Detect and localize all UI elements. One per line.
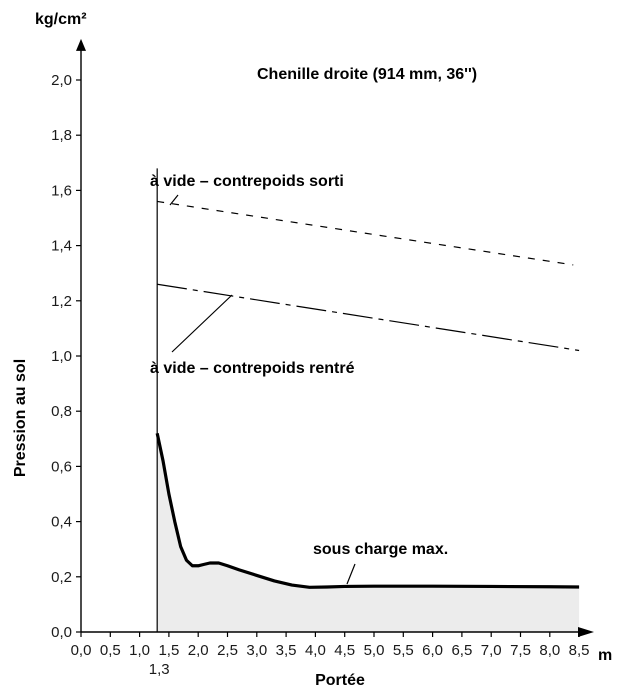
x-tick-label: 2,5 (217, 642, 238, 659)
leader-sous-charge-max (346, 563, 356, 585)
y-tick-label: 2,0 (51, 72, 72, 89)
x-tick-label: 8,0 (539, 642, 560, 659)
x-tick-label: 4,5 (334, 642, 355, 659)
line-sous-charge-max (155, 432, 580, 589)
y-tick-label: 1,4 (51, 238, 72, 255)
x-tick-label: 0,5 (100, 642, 121, 659)
leader-contrepoids-rentre (171, 294, 233, 353)
y-tick-label: 0,2 (51, 569, 72, 586)
label-contrepoids-rentre: à vide – contrepoids rentré (150, 360, 355, 377)
x-tick-label: 4,0 (305, 642, 326, 659)
y-tick-label: 0,4 (51, 514, 72, 531)
x-tick-label: 3,0 (246, 642, 267, 659)
line-contrepoids-sorti (157, 200, 574, 266)
label-contrepoids-sorti: à vide – contrepoids sorti (150, 173, 344, 190)
load-area-fill (157, 433, 580, 632)
label-sous-charge-max: sous charge max. (313, 541, 448, 558)
min-reach-label: 1,3 (149, 661, 170, 678)
chart-title: Chenille droite (914 mm, 36'') (257, 66, 477, 83)
x-axis-title: Portée (315, 672, 365, 689)
y-tick-label: 0,8 (51, 403, 72, 420)
x-tick-label: 2,0 (188, 642, 209, 659)
y-axis-title: Pression au sol (12, 359, 29, 477)
x-tick-label: 7,5 (510, 642, 531, 659)
x-tick-label: 8,5 (569, 642, 590, 659)
x-unit-label: m (598, 647, 612, 664)
x-tick-label: 7,0 (481, 642, 502, 659)
x-tick-label: 5,5 (393, 642, 414, 659)
y-tick-label: 1,8 (51, 127, 72, 144)
x-tick-label: 6,5 (451, 642, 472, 659)
y-unit-label: kg/cm² (35, 11, 87, 28)
y-tick-label: 1,6 (51, 182, 72, 199)
y-tick-label: 0,6 (51, 458, 72, 475)
y-tick-label: 0,0 (51, 624, 72, 641)
line-contrepoids-rentre (157, 283, 580, 352)
y-axis-arrow (76, 38, 86, 51)
x-tick-label: 3,5 (276, 642, 297, 659)
x-tick-label: 1,0 (129, 642, 150, 659)
x-axis-arrow (578, 627, 594, 637)
plot-area: 0,0 0,2 0,4 0,6 0,8 1,0 1,2 1,4 1,6 1,8 2,0 0,0 0,5 1… (51, 38, 594, 678)
x-tick-label: 5,0 (364, 642, 385, 659)
x-tick-label: 0,0 (71, 642, 92, 659)
x-tick-label: 1,5 (158, 642, 179, 659)
y-tick-label: 1,0 (51, 348, 72, 365)
leader-contrepoids-sorti (169, 194, 179, 206)
y-tick-label: 1,2 (51, 293, 72, 310)
x-tick-label: 6,0 (422, 642, 443, 659)
